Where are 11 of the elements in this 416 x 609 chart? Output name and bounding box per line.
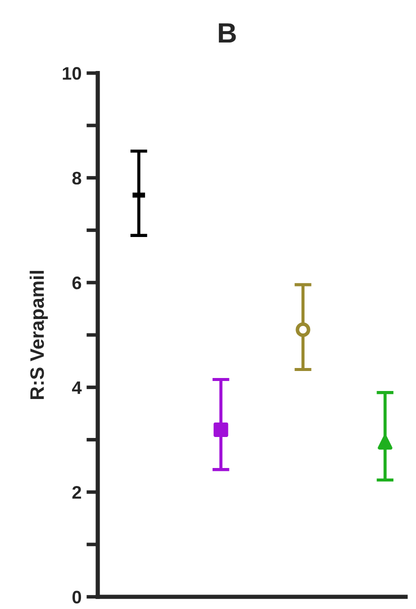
y-axis-title: R:S Verapamil bbox=[30, 270, 48, 400]
chart-title: B bbox=[218, 23, 236, 43]
point bbox=[214, 422, 228, 438]
point bbox=[296, 322, 310, 338]
y-tick-label: 8 bbox=[72, 172, 82, 185]
y-tick-label: 2 bbox=[72, 486, 82, 499]
y-tick-label: 0 bbox=[72, 590, 82, 604]
y-tick-label: 6 bbox=[72, 276, 82, 290]
point bbox=[378, 435, 392, 450]
y-tick-label: 10 bbox=[62, 67, 82, 80]
y-tick-label: 4 bbox=[72, 381, 82, 394]
